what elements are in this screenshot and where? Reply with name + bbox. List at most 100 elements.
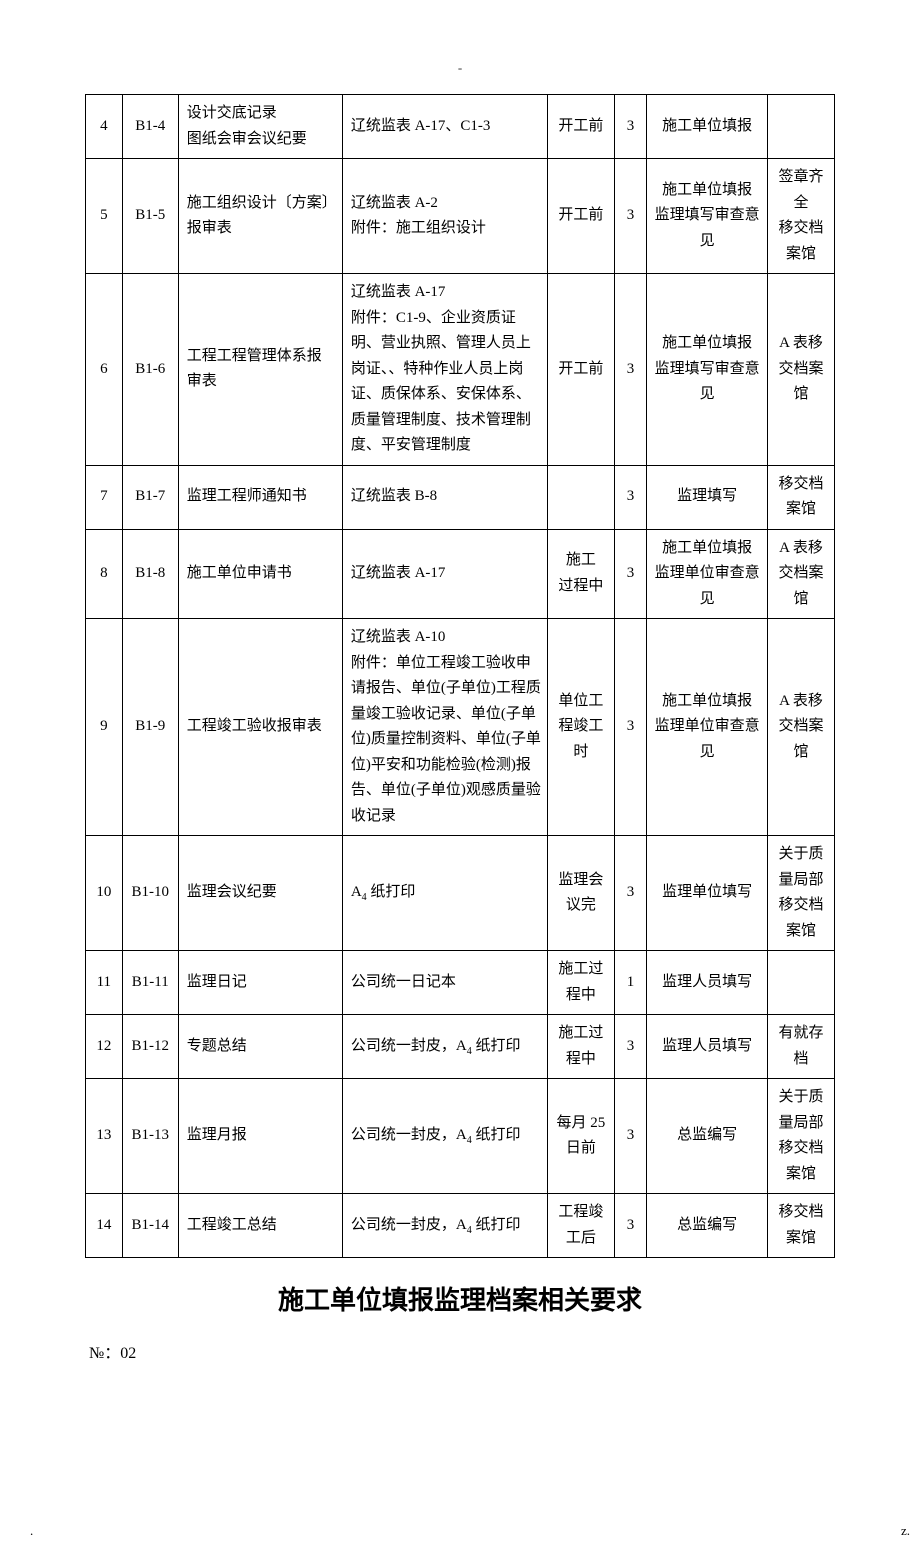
table-cell: 专题总结 <box>178 1015 342 1079</box>
table-cell: 3 <box>614 836 646 951</box>
table-cell: 每月 25日前 <box>547 1079 614 1194</box>
table-cell: 移交档案馆 <box>768 465 835 529</box>
footer-left: . <box>30 1523 33 1539</box>
table-cell: 施工单位填报监理单位审查意见 <box>647 619 768 836</box>
table-cell: B1-11 <box>122 951 178 1015</box>
table-cell: B1-14 <box>122 1194 178 1258</box>
table-cell: 辽统监表 A-17 <box>342 529 547 619</box>
table-cell: 监理单位填写 <box>647 836 768 951</box>
table-cell: 14 <box>86 1194 123 1258</box>
table-cell: 监理月报 <box>178 1079 342 1194</box>
table-cell: 3 <box>614 95 646 159</box>
table-row: 4B1-4设计交底记录图纸会审会议纪要辽统监表 A-17、C1-3开工前3施工单… <box>86 95 835 159</box>
table-cell: 关于质量局部移交档案馆 <box>768 836 835 951</box>
table-cell: 总监编写 <box>647 1079 768 1194</box>
table-cell: 监理会议纪要 <box>178 836 342 951</box>
table-cell: 施工组织设计〔方案〕报审表 <box>178 159 342 274</box>
table-cell: 施工过程中 <box>547 1015 614 1079</box>
table-cell: B1-7 <box>122 465 178 529</box>
table-cell: 总监编写 <box>647 1194 768 1258</box>
table-cell: 工程工程管理体系报审表 <box>178 274 342 466</box>
table-cell: 关于质量局部移交档案馆 <box>768 1079 835 1194</box>
table-cell: 监理会议完 <box>547 836 614 951</box>
table-cell: A4 纸打印 <box>342 836 547 951</box>
table-row: 6B1-6工程工程管理体系报审表辽统监表 A-17附件：C1-9、企业资质证明、… <box>86 274 835 466</box>
table-cell: 6 <box>86 274 123 466</box>
table-cell: 辽统监表 A-17、C1-3 <box>342 95 547 159</box>
table-cell: 11 <box>86 951 123 1015</box>
doc-number: №：02 <box>89 1339 835 1363</box>
table-cell: 监理人员填写 <box>647 951 768 1015</box>
table-cell: 公司统一封皮，A4 纸打印 <box>342 1079 547 1194</box>
table-cell: 工程竣工总结 <box>178 1194 342 1258</box>
table-row: 14B1-14工程竣工总结公司统一封皮，A4 纸打印工程竣工后3总监编写移交档案… <box>86 1194 835 1258</box>
footer-right: z. <box>901 1523 910 1539</box>
table-cell: B1-10 <box>122 836 178 951</box>
table-cell: B1-6 <box>122 274 178 466</box>
table-row: 7B1-7监理工程师通知书辽统监表 B-83监理填写移交档案馆 <box>86 465 835 529</box>
table-cell: 施工单位填报监理填写审查意见 <box>647 159 768 274</box>
table-cell: 12 <box>86 1015 123 1079</box>
table-row: 10B1-10监理会议纪要A4 纸打印监理会议完3监理单位填写关于质量局部移交档… <box>86 836 835 951</box>
table-cell: 施工过程中 <box>547 951 614 1015</box>
table-cell: 移交档案馆 <box>768 1194 835 1258</box>
table-cell: A 表移交档案馆 <box>768 619 835 836</box>
table-cell: B1-13 <box>122 1079 178 1194</box>
table-cell: 监理人员填写 <box>647 1015 768 1079</box>
table-cell: 10 <box>86 836 123 951</box>
table-cell: 辽统监表 A-2附件：施工组织设计 <box>342 159 547 274</box>
table-cell: 8 <box>86 529 123 619</box>
table-cell: B1-8 <box>122 529 178 619</box>
table-cell: 辽统监表 B-8 <box>342 465 547 529</box>
table-cell: 1 <box>614 951 646 1015</box>
table-cell: 监理日记 <box>178 951 342 1015</box>
requirements-table: 4B1-4设计交底记录图纸会审会议纪要辽统监表 A-17、C1-3开工前3施工单… <box>85 94 835 1258</box>
table-cell: A 表移交档案馆 <box>768 529 835 619</box>
section-heading: 施工单位填报监理档案相关要求 <box>85 1280 835 1317</box>
table-cell: 监理工程师通知书 <box>178 465 342 529</box>
table-cell: 公司统一日记本 <box>342 951 547 1015</box>
table-cell: 辽统监表 A-10附件：单位工程竣工验收申请报告、单位(子单位)工程质量竣工验收… <box>342 619 547 836</box>
table-cell: 签章齐全移交档案馆 <box>768 159 835 274</box>
table-cell: 工程竣工后 <box>547 1194 614 1258</box>
table-cell: 开工前 <box>547 159 614 274</box>
table-cell: 辽统监表 A-17附件：C1-9、企业资质证明、营业执照、管理人员上岗证、、特种… <box>342 274 547 466</box>
table-cell: 3 <box>614 1194 646 1258</box>
table-cell: 5 <box>86 159 123 274</box>
table-cell: 公司统一封皮，A4 纸打印 <box>342 1015 547 1079</box>
table-cell: B1-5 <box>122 159 178 274</box>
table-cell <box>768 95 835 159</box>
table-row: 5B1-5施工组织设计〔方案〕报审表辽统监表 A-2附件：施工组织设计开工前3施… <box>86 159 835 274</box>
table-cell: 单位工程竣工时 <box>547 619 614 836</box>
table-row: 13B1-13监理月报公司统一封皮，A4 纸打印每月 25日前3总监编写关于质量… <box>86 1079 835 1194</box>
table-cell: 施工单位填报监理单位审查意见 <box>647 529 768 619</box>
table-cell: B1-9 <box>122 619 178 836</box>
table-cell: 3 <box>614 274 646 466</box>
table-cell: 3 <box>614 1015 646 1079</box>
table-cell: 3 <box>614 159 646 274</box>
table-cell: 有就存档 <box>768 1015 835 1079</box>
table-cell: 施工单位填报 <box>647 95 768 159</box>
table-cell: A 表移交档案馆 <box>768 274 835 466</box>
table-cell: 13 <box>86 1079 123 1194</box>
table-row: 12B1-12专题总结公司统一封皮，A4 纸打印施工过程中3监理人员填写有就存档 <box>86 1015 835 1079</box>
table-row: 11B1-11监理日记公司统一日记本施工过程中1监理人员填写 <box>86 951 835 1015</box>
table-cell: 公司统一封皮，A4 纸打印 <box>342 1194 547 1258</box>
top-marker: - <box>85 60 835 76</box>
table-cell: B1-4 <box>122 95 178 159</box>
table-cell: 3 <box>614 529 646 619</box>
table-cell: 施工单位申请书 <box>178 529 342 619</box>
table-cell: 开工前 <box>547 95 614 159</box>
table-cell: 开工前 <box>547 274 614 466</box>
table-cell: 3 <box>614 1079 646 1194</box>
table-cell: 3 <box>614 465 646 529</box>
table-row: 8B1-8施工单位申请书辽统监表 A-17施工过程中3施工单位填报监理单位审查意… <box>86 529 835 619</box>
table-cell: 9 <box>86 619 123 836</box>
table-cell <box>547 465 614 529</box>
table-cell: 施工过程中 <box>547 529 614 619</box>
table-cell: 施工单位填报监理填写审查意见 <box>647 274 768 466</box>
table-cell: 工程竣工验收报审表 <box>178 619 342 836</box>
table-cell: 设计交底记录图纸会审会议纪要 <box>178 95 342 159</box>
table-row: 9B1-9工程竣工验收报审表辽统监表 A-10附件：单位工程竣工验收申请报告、单… <box>86 619 835 836</box>
table-cell: 7 <box>86 465 123 529</box>
